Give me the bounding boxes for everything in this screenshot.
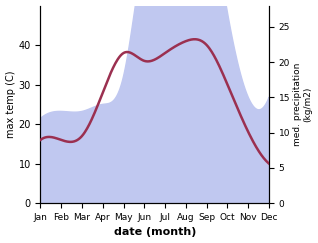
Y-axis label: max temp (C): max temp (C) xyxy=(5,71,16,138)
X-axis label: date (month): date (month) xyxy=(114,227,196,237)
Y-axis label: med. precipitation
(kg/m2): med. precipitation (kg/m2) xyxy=(293,63,313,146)
